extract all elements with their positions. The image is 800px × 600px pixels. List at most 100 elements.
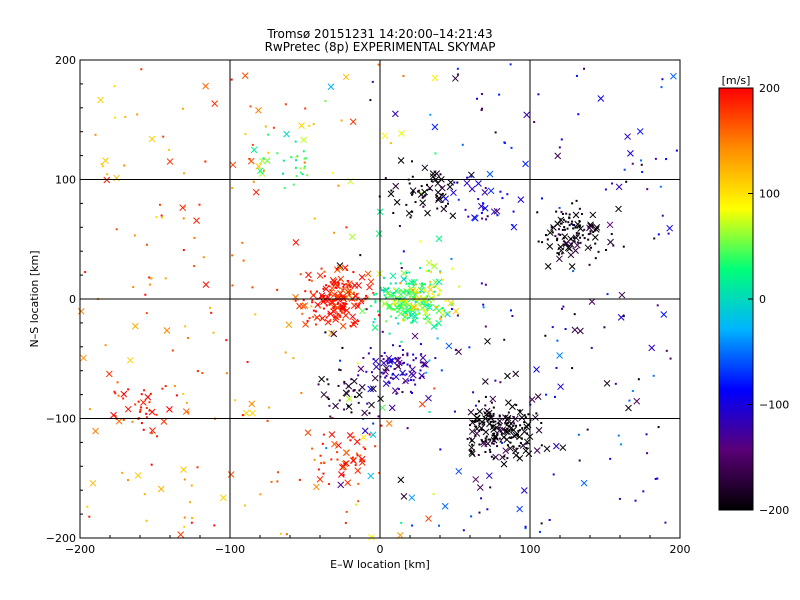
data-point xyxy=(586,428,589,431)
data-point xyxy=(393,299,396,302)
data-point-x xyxy=(435,194,443,202)
data-point xyxy=(143,389,146,392)
data-point xyxy=(137,400,140,403)
data-point xyxy=(559,233,562,236)
data-point-x xyxy=(510,426,517,434)
data-point xyxy=(498,426,501,429)
data-point xyxy=(575,234,578,237)
data-point-x xyxy=(587,222,595,230)
data-point-x xyxy=(455,348,462,356)
data-point xyxy=(496,445,499,448)
data-point xyxy=(427,292,430,295)
data-point xyxy=(480,93,483,96)
data-point xyxy=(324,331,327,334)
data-point xyxy=(385,296,388,299)
data-point-x xyxy=(415,294,422,302)
data-point xyxy=(499,190,502,193)
data-point xyxy=(480,212,483,215)
data-point xyxy=(299,273,302,276)
data-point xyxy=(441,307,444,310)
data-point-x xyxy=(304,429,312,436)
data-point xyxy=(322,307,325,310)
data-point xyxy=(519,424,522,427)
data-point xyxy=(359,458,362,461)
data-point xyxy=(587,233,590,236)
data-point xyxy=(560,210,563,213)
data-point-x xyxy=(430,323,438,330)
data-point-x xyxy=(177,531,185,538)
data-point xyxy=(369,347,372,350)
data-point xyxy=(498,93,501,96)
data-point xyxy=(145,243,148,246)
data-point xyxy=(336,458,339,461)
data-point xyxy=(373,293,376,296)
data-point-x xyxy=(476,408,484,415)
data-point-x xyxy=(342,312,350,319)
data-point-x xyxy=(487,187,495,195)
data-point xyxy=(317,383,320,386)
data-point-x xyxy=(381,132,389,140)
data-point xyxy=(267,133,270,136)
data-point xyxy=(545,393,548,396)
data-point xyxy=(408,271,411,274)
data-point-x xyxy=(247,157,255,165)
data-point-x xyxy=(500,433,508,441)
data-point xyxy=(400,521,403,524)
data-point xyxy=(409,364,412,367)
data-point xyxy=(519,441,522,444)
data-point-x xyxy=(554,152,562,160)
data-point xyxy=(481,217,484,220)
data-point xyxy=(558,253,561,256)
data-point xyxy=(510,428,513,431)
data-point xyxy=(387,306,390,309)
data-point xyxy=(336,451,339,454)
data-point xyxy=(373,318,376,321)
data-point xyxy=(329,415,332,418)
data-point xyxy=(484,437,487,440)
data-point-x xyxy=(369,431,377,439)
data-point xyxy=(478,443,481,446)
data-point xyxy=(665,349,668,352)
data-point xyxy=(583,67,586,70)
data-point xyxy=(314,310,317,313)
data-point xyxy=(279,532,282,535)
data-point xyxy=(661,214,664,217)
data-point xyxy=(241,241,244,244)
data-point-x xyxy=(361,409,368,417)
data-point-x xyxy=(369,385,377,393)
colorbar xyxy=(718,87,754,511)
data-point xyxy=(429,270,432,273)
data-point xyxy=(597,250,600,253)
data-point xyxy=(441,309,444,312)
data-point-x xyxy=(484,337,491,345)
data-point-x xyxy=(367,278,375,286)
data-point xyxy=(142,428,145,431)
data-point xyxy=(641,171,644,174)
data-point xyxy=(395,392,398,395)
data-point-x xyxy=(485,472,493,480)
data-point-x xyxy=(427,286,434,293)
data-point xyxy=(276,288,279,291)
data-point xyxy=(267,151,270,154)
data-point-x xyxy=(292,239,300,246)
data-point xyxy=(478,511,481,514)
data-point xyxy=(376,310,379,313)
data-point xyxy=(320,462,323,465)
data-point xyxy=(367,297,370,300)
data-point xyxy=(266,419,269,422)
data-point xyxy=(374,445,377,448)
data-point-x xyxy=(349,313,357,321)
data-point xyxy=(438,292,441,295)
data-point-x xyxy=(202,281,210,288)
data-point xyxy=(433,290,436,293)
data-point-x xyxy=(505,399,512,406)
data-point xyxy=(382,289,385,292)
data-point-x xyxy=(429,173,437,180)
data-point xyxy=(362,446,365,449)
data-point xyxy=(461,143,464,146)
data-point xyxy=(326,396,329,399)
data-point-x xyxy=(105,370,113,378)
data-point-x xyxy=(572,234,580,242)
data-point xyxy=(342,285,345,288)
data-point xyxy=(420,303,423,306)
